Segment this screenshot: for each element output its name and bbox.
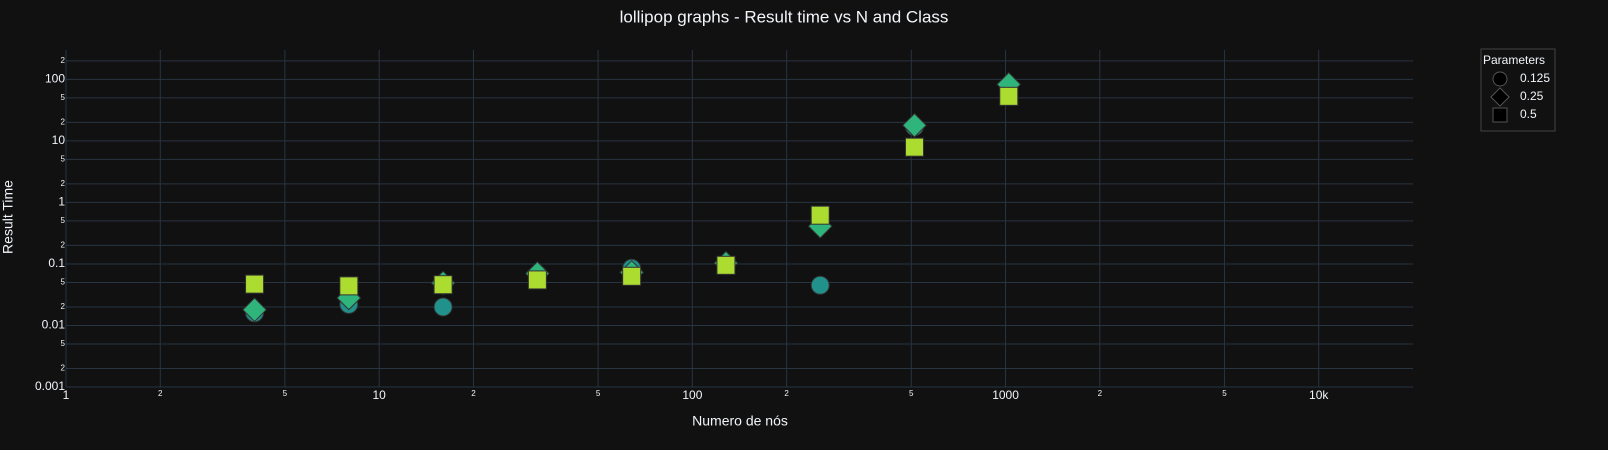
marker: [810, 205, 830, 225]
y-tick-label: 1: [58, 195, 65, 209]
x-tick-label: 5: [596, 389, 601, 398]
legend-label: 0.5: [1520, 107, 1537, 121]
x-tick-label: 5: [1222, 389, 1227, 398]
x-tick-label: 1000: [992, 388, 1019, 402]
y-tick-label: 2: [61, 117, 66, 126]
marker: [810, 275, 830, 295]
y-tick-label: 0.01: [42, 318, 66, 332]
y-tick-label: 10: [52, 133, 66, 147]
marker: [902, 112, 927, 138]
x-tick-label: 2: [784, 389, 789, 398]
x-tick-label: 2: [158, 389, 163, 398]
x-tick-label: 10k: [1309, 388, 1329, 402]
y-tick-label: 2: [61, 241, 66, 250]
marker: [622, 266, 642, 286]
legend-symbol: [1490, 87, 1510, 107]
x-tick-label: 100: [682, 388, 702, 402]
y-axis-title: Result Time: [0, 180, 16, 254]
y-tick-label: 5: [61, 155, 66, 164]
legend-label: 0.25: [1520, 89, 1544, 103]
x-tick-label: 1: [63, 388, 70, 402]
x-tick-label: 2: [1098, 389, 1103, 398]
legend-title: Parameters: [1483, 53, 1545, 67]
y-tick-label: 5: [61, 93, 66, 102]
marker: [433, 275, 453, 295]
marker: [339, 276, 359, 296]
y-tick-label: 100: [45, 72, 65, 86]
x-tick-label: 10: [373, 388, 387, 402]
legend-symbol: [1492, 71, 1508, 87]
grid: 1 2 5 10 2 5 100 2 5 1000 2 5 10k 0.001 2 5 0.01 2 5 0.1 2 5 1…: [35, 50, 1413, 402]
y-tick-label: 5: [61, 278, 66, 287]
x-axis-title: Numero de nós: [692, 413, 788, 429]
y-tick-label: 2: [61, 302, 66, 311]
x-tick-label: 5: [909, 389, 914, 398]
marker: [242, 297, 267, 323]
y-tick-label: 2: [61, 364, 66, 373]
x-tick-label: 2: [471, 389, 476, 398]
y-tick-label: 5: [61, 339, 66, 348]
y-tick-label: 0.001: [35, 379, 65, 393]
legend-symbol: [1492, 107, 1508, 123]
marker: [433, 297, 453, 317]
marker: [999, 86, 1019, 106]
chart-title: lollipop graphs - Result time vs N and C…: [620, 7, 949, 26]
markers: [242, 71, 1022, 323]
legend: Parameters 0.125 0.25 0.5: [1480, 48, 1556, 132]
y-tick-label: 2: [61, 179, 66, 188]
x-tick-label: 5: [283, 389, 288, 398]
legend-label: 0.125: [1520, 71, 1550, 85]
marker: [904, 137, 924, 157]
y-tick-label: 5: [61, 216, 66, 225]
marker: [245, 274, 265, 294]
y-tick-label: 2: [61, 56, 66, 65]
marker: [527, 270, 547, 290]
y-tick-label: 0.1: [48, 256, 65, 270]
marker: [716, 255, 736, 275]
